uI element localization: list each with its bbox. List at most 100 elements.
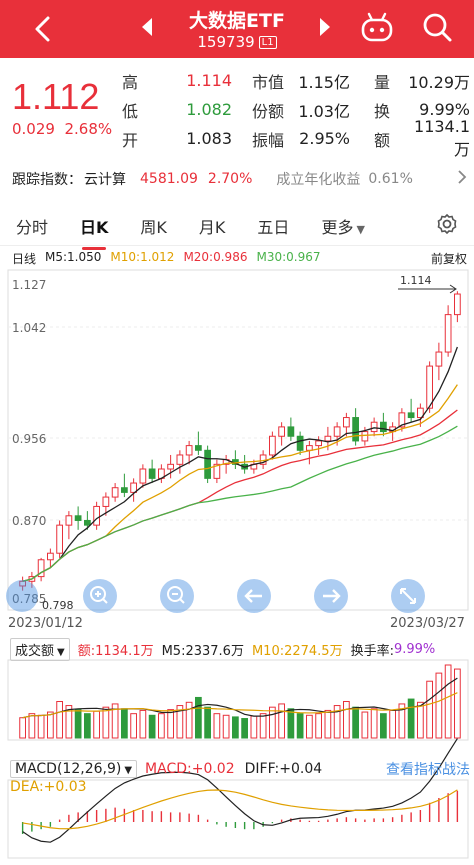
settings-icon[interactable] <box>436 213 458 239</box>
high-label: 高 <box>122 72 139 92</box>
max-arrow <box>398 284 457 294</box>
y-tick-label: 1.127 <box>12 278 46 292</box>
robot-assistant-icon[interactable] <box>360 12 394 48</box>
open-value: 1.083 <box>186 129 232 148</box>
top-bar: 大数据ETF 159739 L1 <box>0 0 474 58</box>
macd-lines <box>22 738 458 843</box>
candle <box>417 407 424 419</box>
period-label: 日线 <box>12 252 37 266</box>
amplitude-label: 振幅 <box>252 130 285 150</box>
caret-down-icon: ▼ <box>356 222 365 236</box>
volume-bar <box>121 708 128 739</box>
candle <box>167 463 174 470</box>
turnover-value: 9.99% <box>419 100 470 119</box>
zoom-in-icon[interactable] <box>83 579 117 613</box>
period-tabs: 分时 日K 周K 月K 五日 更多 ▼ <box>0 206 474 250</box>
prev-stock-icon[interactable] <box>140 16 154 42</box>
y-tick-label: 0.870 <box>12 514 46 528</box>
volume-bar <box>19 717 26 739</box>
volume-m10: M10:2274.5万 <box>251 644 343 659</box>
volume-ma-lines <box>22 677 458 719</box>
mcap-label: 市值 <box>252 72 285 92</box>
index-name: 云计算 <box>84 172 126 188</box>
mcap-value: 1.15亿 <box>298 72 350 92</box>
quote-grid: 高 1.114 市值 1.15亿 量 10.29万 低 1.082 份额 1.0… <box>122 66 470 159</box>
zoom-out-icon[interactable] <box>160 579 194 613</box>
adjust-label[interactable]: 前复权 <box>430 252 467 266</box>
last-price: 1.112 <box>12 76 100 117</box>
dea-line <box>22 789 458 830</box>
change-pct: 2.68% <box>64 120 113 138</box>
candle <box>333 426 341 437</box>
caret-down-icon: ▼ <box>57 647 65 658</box>
tracking-index-row[interactable]: 跟踪指数： 云计算 4581.09 2.70% 成立年化收益 0.61% <box>12 166 467 192</box>
tracking-label: 跟踪指数： <box>12 172 82 188</box>
candle <box>139 468 147 484</box>
candle <box>269 435 276 456</box>
candle <box>370 421 378 433</box>
volume-bar <box>250 715 258 739</box>
tab-monthly[interactable]: 月K <box>198 217 226 237</box>
candle <box>93 505 100 526</box>
min-price-label: 0.798 <box>42 599 74 612</box>
candle <box>407 412 415 419</box>
tab-weekly[interactable]: 周K <box>140 217 167 237</box>
y-tick-label: 1.042 <box>12 321 46 335</box>
max-price-label: 1.114 <box>400 274 432 287</box>
volume-selector[interactable]: 成交额 ▼ <box>10 638 70 661</box>
turnover-label: 换 <box>374 101 391 121</box>
amount-value: 1134.1万 <box>414 117 470 159</box>
tab-five-day[interactable]: 五日 <box>257 217 290 237</box>
macd-selector[interactable]: MACD(12,26,9) ▼ <box>10 760 138 778</box>
candle <box>47 552 54 561</box>
index-pct: 2.70% <box>207 171 253 187</box>
quote-panel: 1.112 0.029 2.68% 高 1.114 市值 1.15亿 量 10.… <box>0 58 474 159</box>
volume-m5: M5:2337.6万 <box>161 644 244 659</box>
volume-bar <box>102 706 110 739</box>
volume-bar <box>185 701 193 739</box>
quote-row: 高 1.114 市值 1.15亿 量 10.29万 <box>122 66 470 95</box>
tab-intraday[interactable]: 分时 <box>16 217 49 237</box>
ma-legend: 日线 M5:1.050 M10:1.012 M20:0.986 M30:0.96… <box>12 250 467 267</box>
candle <box>287 426 295 437</box>
volume-bar <box>65 705 73 739</box>
candle <box>148 468 156 479</box>
volume-bar <box>269 706 276 739</box>
candle <box>296 435 304 451</box>
next-stock-icon[interactable] <box>318 16 332 42</box>
kline-chart[interactable]: 1.127 1.042 0.956 0.870 0.785 1.114 0.79… <box>0 265 474 865</box>
volume-label: 成交额 <box>15 644 55 659</box>
amplitude-value: 2.95% <box>299 129 350 148</box>
quote-row: 低 1.082 份额 1.03亿 换 9.99% <box>122 95 470 124</box>
volume-bar <box>444 664 452 739</box>
volume-bar <box>315 713 322 739</box>
volume-bar <box>241 718 248 739</box>
candle <box>398 412 406 428</box>
volume-bar <box>426 680 433 739</box>
caret-down-icon: ▼ <box>124 765 133 776</box>
candle <box>195 445 202 451</box>
candle <box>380 421 387 433</box>
page-title: 大数据ETF <box>189 10 285 32</box>
volume-bar <box>232 716 239 739</box>
reset-zoom-icon[interactable] <box>6 580 38 612</box>
candle <box>435 351 443 367</box>
volume-bar <box>343 701 350 739</box>
tab-more[interactable]: 更多 ▼ <box>305 214 380 238</box>
indicator-strategy-link[interactable]: 查看指标战法 <box>386 762 470 778</box>
ma5-line <box>22 346 458 582</box>
candle <box>37 559 45 578</box>
volume-bar <box>398 703 406 739</box>
search-icon[interactable] <box>420 10 454 48</box>
volume-amount: 额:1134.1万 <box>77 644 154 659</box>
candle <box>130 482 137 493</box>
turnover-rate: 9.99% <box>393 642 436 657</box>
back-icon[interactable] <box>28 14 58 44</box>
macd-label: MACD(12,26,9) <box>15 761 122 777</box>
volume-bar <box>111 703 119 739</box>
tab-daily[interactable]: 日K <box>64 214 124 250</box>
low-value: 1.082 <box>186 100 232 119</box>
volume-bar <box>296 713 304 739</box>
y-tick-label: 0.956 <box>12 432 46 446</box>
chevron-right-icon <box>457 170 467 188</box>
